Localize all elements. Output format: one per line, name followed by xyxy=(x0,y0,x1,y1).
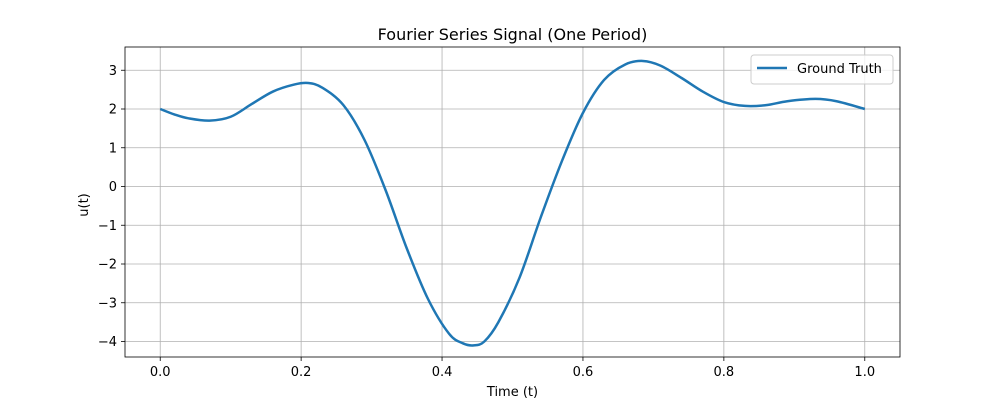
grid-lines xyxy=(125,47,900,357)
y-tick-label: −4 xyxy=(98,335,117,350)
x-tick-label: 0.0 xyxy=(150,365,171,380)
series-line-ground-truth xyxy=(159,59,866,347)
x-tick-label: 0.4 xyxy=(432,365,453,380)
x-axis-label: Time (t) xyxy=(486,385,538,400)
y-tick-label: −3 xyxy=(98,296,117,311)
y-tick-label: −2 xyxy=(98,258,117,273)
x-tick-label: 1.0 xyxy=(854,365,875,380)
y-axis-label: u(t) xyxy=(77,193,92,216)
y-tick-label: −1 xyxy=(98,219,117,234)
x-tick-label: 0.8 xyxy=(714,365,735,380)
x-tick-label: 0.6 xyxy=(573,365,594,380)
y-tick-label: 2 xyxy=(109,103,117,118)
plot-frame xyxy=(124,46,901,358)
plot-area xyxy=(125,47,900,357)
series-layer xyxy=(159,59,866,347)
chart-title: Fourier Series Signal (One Period) xyxy=(378,25,648,44)
y-tick-label: 1 xyxy=(109,141,117,156)
y-axis-ticks: −4 −3 −2 −1 0 1 2 3 xyxy=(98,64,125,350)
legend-box xyxy=(750,54,894,85)
y-tick-label: 3 xyxy=(109,64,117,79)
x-tick-label: 0.2 xyxy=(291,365,312,380)
x-axis-ticks: 0.0 0.2 0.4 0.6 0.8 1.0 xyxy=(150,357,875,380)
legend: Ground Truth xyxy=(750,54,894,85)
legend-entry-label: Ground Truth xyxy=(797,62,882,77)
y-tick-label: 0 xyxy=(109,180,117,195)
